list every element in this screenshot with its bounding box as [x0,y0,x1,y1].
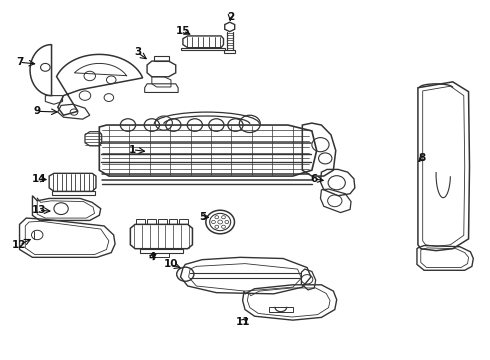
Text: 8: 8 [418,153,425,163]
Text: 6: 6 [311,174,318,184]
Text: 2: 2 [227,12,234,22]
Text: 7: 7 [16,57,23,67]
Text: 10: 10 [164,260,178,269]
Text: 15: 15 [175,26,190,36]
Text: 11: 11 [235,318,250,328]
Text: 14: 14 [31,174,46,184]
Text: 1: 1 [129,145,136,155]
Text: 9: 9 [34,106,41,116]
Text: 3: 3 [134,48,141,58]
Text: 12: 12 [12,240,27,250]
Text: 13: 13 [31,205,46,215]
Text: 4: 4 [148,252,155,262]
Text: 5: 5 [199,212,207,221]
